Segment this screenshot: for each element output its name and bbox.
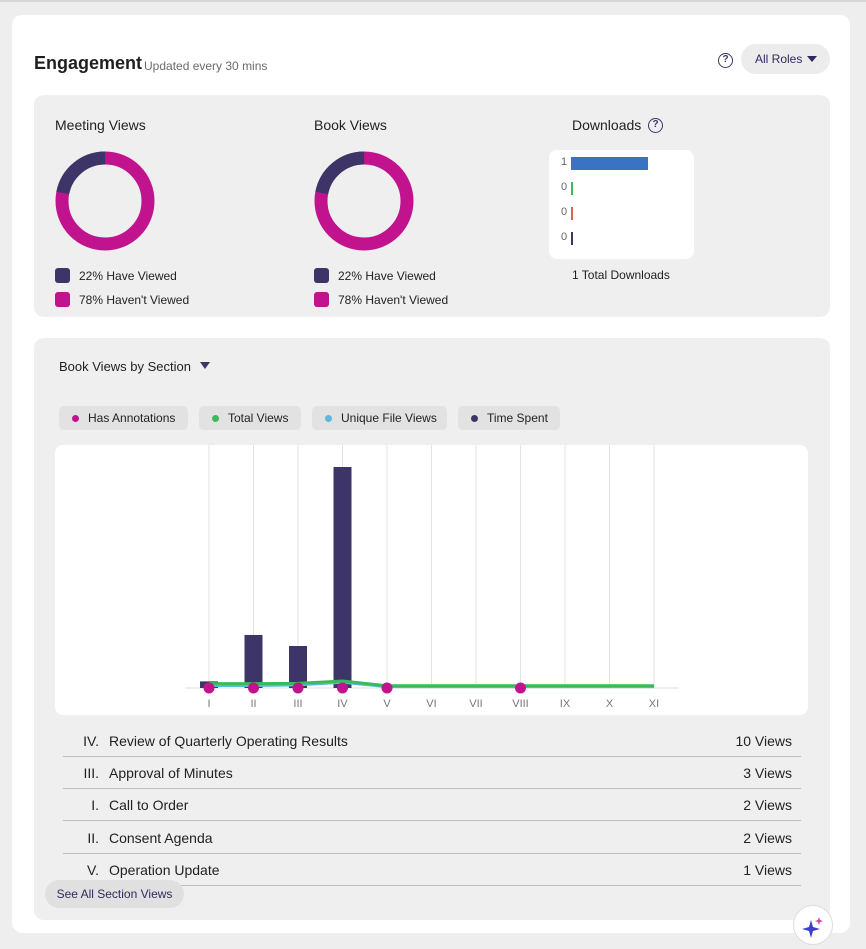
- point-has-annotations: [381, 682, 393, 694]
- book-viewed-label: 22% Have Viewed: [338, 269, 436, 283]
- section-number: III.: [83, 765, 99, 781]
- downloads-bar: [571, 207, 573, 220]
- point-has-annotations: [337, 682, 348, 694]
- point-has-annotations: [203, 682, 215, 694]
- section-name: Approval of Minutes: [109, 765, 233, 781]
- sparkle-icon: [802, 917, 823, 938]
- x-tick-label: III: [293, 698, 302, 710]
- legend-dot: [325, 415, 332, 422]
- assistant-button[interactable]: [793, 905, 833, 945]
- point-has-annotations: [248, 682, 259, 694]
- not-viewed-swatch: [314, 292, 329, 307]
- bar-time-spent: [289, 646, 307, 688]
- book-viewed-arc: [314, 151, 414, 251]
- section-chart-dropdown[interactable]: Book Views by Section: [59, 359, 210, 374]
- point-has-annotations: [292, 682, 304, 694]
- downloads-value: 0: [561, 231, 568, 243]
- page-title: Engagement: [34, 53, 143, 73]
- section-name: Consent Agenda: [109, 830, 213, 846]
- book-views-donut: [314, 151, 414, 251]
- downloads-bar: [571, 157, 648, 170]
- total-downloads: 1 Total Downloads: [572, 268, 670, 282]
- legend-dot: [212, 415, 219, 422]
- stats-panel: [34, 95, 830, 317]
- legend-dot: [471, 415, 478, 422]
- section-view-count: 1 Views: [743, 862, 792, 878]
- x-tick-label: V: [383, 698, 391, 710]
- roles-dropdown[interactable]: All Roles: [741, 44, 830, 74]
- downloads-value: 0: [561, 181, 568, 193]
- section-number: I.: [91, 797, 99, 813]
- not-viewed-swatch: [55, 292, 70, 307]
- downloads-bar: [571, 182, 573, 195]
- section-views-chart: I II III IV V VI VII VIII IX X XI: [185, 445, 679, 710]
- x-tick-label: VI: [426, 698, 436, 710]
- book-views-title: Book Views: [314, 117, 387, 133]
- legend-dot: [72, 415, 79, 422]
- meeting-not-viewed-label: 78% Haven't Viewed: [79, 293, 190, 307]
- section-name: Review of Quarterly Operating Results: [109, 733, 348, 749]
- meeting-viewed-label: 22% Have Viewed: [79, 269, 177, 283]
- section-row[interactable]: I. Call to Order 2 Views: [63, 789, 801, 821]
- legend-toggle-unique-file-views[interactable]: Unique File Views: [312, 406, 447, 430]
- top-divider: [0, 0, 866, 2]
- section-number: IV.: [83, 733, 99, 749]
- x-tick-label: VIII: [512, 698, 529, 710]
- viewed-swatch: [314, 268, 329, 283]
- roles-label: All Roles: [755, 52, 803, 66]
- meeting-views-donut: [55, 151, 155, 251]
- legend-toggle-time-spent[interactable]: Time Spent: [458, 406, 560, 430]
- downloads-chart: 1 0 0 0: [549, 150, 694, 259]
- section-number: V.: [87, 862, 99, 878]
- section-view-count: 2 Views: [743, 797, 792, 813]
- legend-label: Unique File Views: [341, 411, 437, 425]
- section-view-count: 2 Views: [743, 830, 792, 846]
- x-tick-label: IV: [337, 698, 348, 710]
- help-circle-icon[interactable]: ?: [648, 118, 663, 133]
- legend-toggle-has-annotations[interactable]: Has Annotations: [59, 406, 188, 430]
- downloads-title: Downloads: [572, 117, 642, 133]
- section-name: Call to Order: [109, 797, 189, 813]
- viewed-swatch: [55, 268, 70, 283]
- see-all-section-views-button[interactable]: See All Section Views: [45, 880, 184, 908]
- section-view-count: 3 Views: [743, 765, 792, 781]
- section-chart-container: I II III IV V VI VII VIII IX X XI: [55, 445, 808, 715]
- section-row[interactable]: III. Approval of Minutes 3 Views: [63, 757, 801, 789]
- x-tick-label: II: [250, 698, 256, 710]
- legend-label: Total Views: [228, 411, 289, 425]
- x-tick-label: IX: [560, 698, 571, 710]
- downloads-bar: [571, 232, 573, 245]
- legend-toggle-total-views[interactable]: Total Views: [199, 406, 301, 430]
- section-row[interactable]: IV. Review of Quarterly Operating Result…: [63, 725, 801, 757]
- section-number: II.: [87, 830, 99, 846]
- section-chart-dropdown-label: Book Views by Section: [59, 359, 191, 374]
- bar-time-spent: [244, 634, 263, 688]
- x-tick-label: I: [207, 698, 210, 710]
- section-name: Operation Update: [109, 862, 220, 878]
- x-tick-label: VII: [469, 698, 482, 710]
- point-has-annotations: [515, 682, 526, 694]
- update-frequency: Updated every 30 mins: [144, 59, 268, 73]
- engagement-card: Engagement Updated every 30 mins ? All R…: [12, 15, 850, 933]
- x-tick-label: X: [606, 698, 614, 710]
- line-total-views: [209, 679, 654, 688]
- downloads-value: 0: [561, 206, 568, 218]
- section-view-count: 10 Views: [735, 733, 792, 749]
- downloads-value: 1: [561, 156, 568, 168]
- book-not-viewed-label: 78% Haven't Viewed: [338, 293, 449, 307]
- bar-time-spent: [333, 467, 352, 688]
- meeting-viewed-arc: [55, 151, 155, 251]
- caret-down-icon: [200, 362, 210, 369]
- legend-label: Has Annotations: [88, 411, 176, 425]
- x-tick-label: XI: [649, 698, 659, 710]
- meeting-views-title: Meeting Views: [55, 117, 146, 133]
- help-circle-icon[interactable]: ?: [718, 53, 733, 68]
- section-row[interactable]: II. Consent Agenda 2 Views: [63, 822, 801, 854]
- caret-down-icon: [807, 56, 817, 62]
- legend-label: Time Spent: [487, 411, 548, 425]
- section-row[interactable]: V. Operation Update 1 Views: [63, 854, 801, 886]
